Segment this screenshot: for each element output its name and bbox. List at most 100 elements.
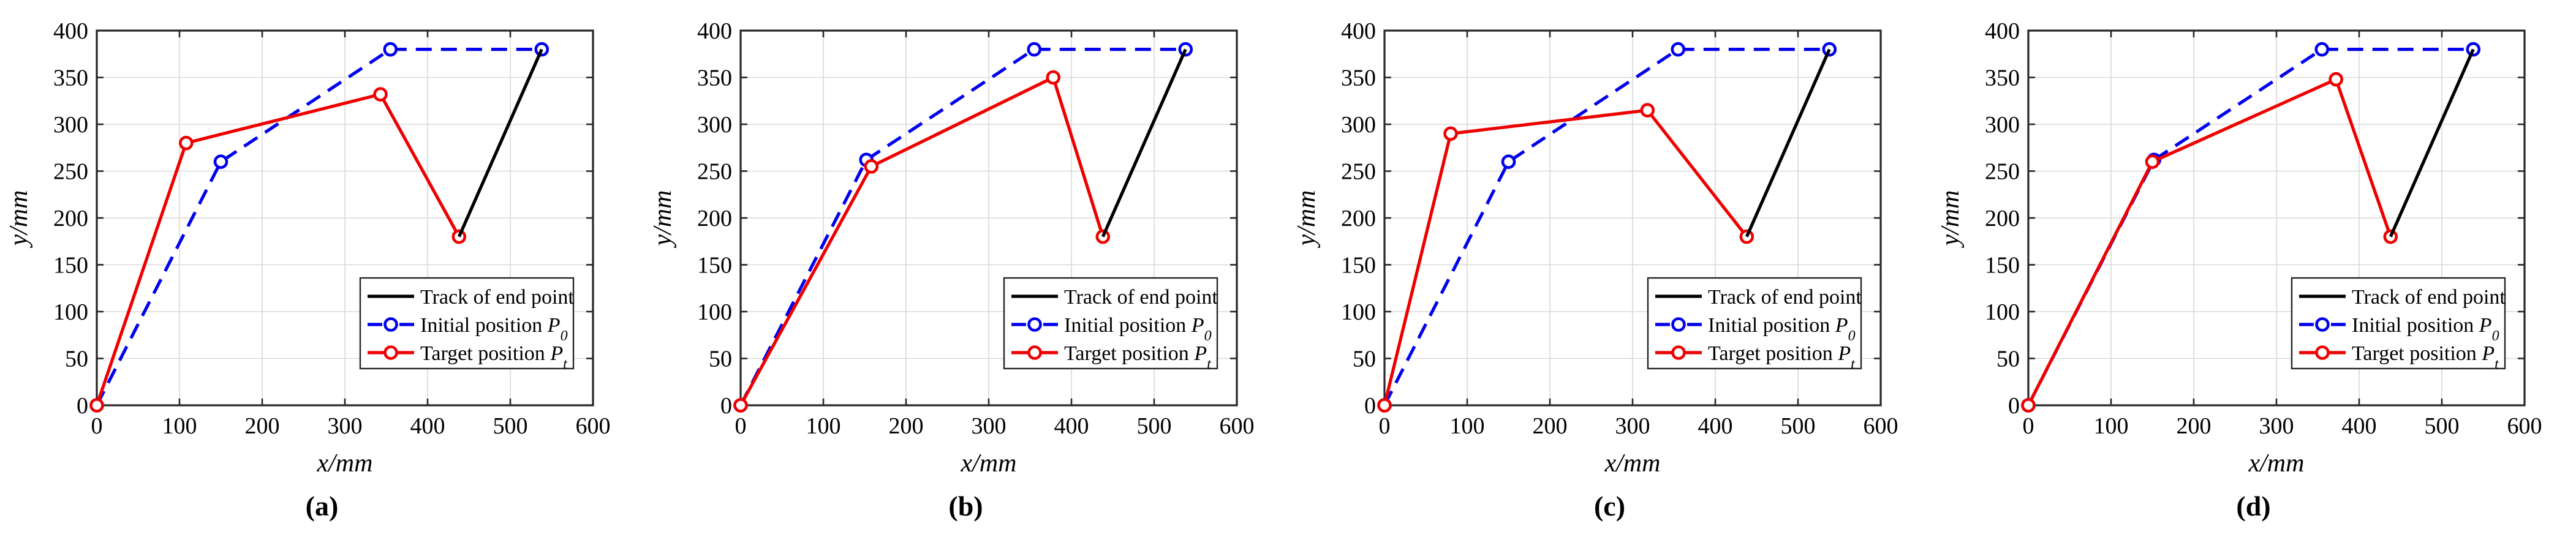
legend-marker [383,317,398,332]
y-tick-label: 100 [697,299,732,325]
x-tick-label: 200 [889,413,924,439]
y-tick-label: 300 [697,112,732,138]
data-point-marker [2329,72,2344,87]
data-point-marker [213,154,229,170]
y-axis-label: y/mm [5,190,33,249]
x-tick-label: 500 [493,413,528,439]
legend: Track of end point Initial position P0Tar… [1003,277,1218,372]
plot-area: 0 100 200 300 400 500 600 0 50 100 150 200 250 300 350… [1288,0,1932,551]
y-tick-label: 50 [1353,347,1376,372]
y-tick-label: 150 [1985,253,2020,279]
data-point-marker [2314,42,2330,57]
plot-area: 0 100 200 300 400 500 600 0 50 100 150 200 250 300 350… [644,0,1288,551]
x-tick-label: 0 [1379,413,1391,439]
legend-label: Initial position P0 [1064,314,1212,344]
data-point-marker [1501,154,1516,170]
y-axis-label: y/mm [649,190,677,249]
y-tick-label: 100 [1985,299,2020,325]
y-tick-label: 300 [1341,112,1376,138]
legend-label: Track of end point [1064,286,1218,309]
legend: Track of end point Initial position P0Tar… [2291,277,2506,372]
chart-panel-b: 0 100 200 300 400 500 600 0 50 100 150 200 250 300 350… [644,0,1288,551]
plot-area: 0 100 200 300 400 500 600 0 50 100 150 200 250 300 350… [0,0,644,551]
y-tick-label: 150 [1341,253,1376,279]
x-tick-label: 600 [2507,413,2542,439]
x-tick-label: 100 [806,413,841,439]
data-point-marker [1640,103,1655,118]
legend-marker [2315,345,2330,360]
data-point-marker [2145,154,2160,170]
x-tick-label: 0 [91,413,103,439]
y-tick-label: 200 [1985,206,2020,231]
panel-caption: (d) [2236,490,2271,522]
x-tick-label: 400 [410,413,445,439]
chart-panel-a: 0 100 200 300 400 500 600 0 50 100 150 200 250 300 350… [0,0,644,551]
x-axis-label: x/mm [1604,449,1661,478]
y-tick-label: 50 [65,347,88,372]
x-tick-label: 200 [1533,413,1568,439]
y-tick-label: 200 [1341,206,1376,231]
data-point-marker [178,135,194,151]
y-tick-label: 400 [1341,18,1376,44]
x-tick-label: 200 [2177,413,2212,439]
legend-label: Initial position P0 [1708,314,1856,344]
legend-marker [1027,317,1042,332]
legend-label: Initial position P0 [420,314,568,344]
data-point-marker [1822,42,1837,57]
series-target-position-pt [733,70,1111,413]
x-tick-label: 400 [1698,413,1733,439]
tick-labels: 0 100 200 300 400 500 600 0 50 100 150 200 250 300 350… [697,18,1255,439]
y-tick-label: 250 [1985,159,2020,185]
panel-caption: (a) [305,490,339,522]
x-tick-label: 0 [735,413,747,439]
data-point-marker [1027,42,1042,57]
legend-label: Target position Pt [1064,342,1212,372]
x-tick-label: 600 [1220,413,1255,439]
data-point-marker [1443,126,1458,141]
series-track-of-end-point [1745,48,1831,238]
y-tick-label: 0 [2008,393,2020,419]
x-axis-label: x/mm [961,449,1017,478]
y-tick-label: 300 [1985,112,2020,138]
y-tick-label: 0 [77,393,88,419]
series-track-of-end-point [1101,48,1187,238]
x-tick-label: 400 [1054,413,1089,439]
y-tick-label: 200 [697,206,732,231]
x-tick-label: 300 [1615,413,1650,439]
data-point-marker [1671,42,1686,57]
y-tick-label: 0 [720,393,732,419]
legend-label: Track of end point [1708,286,1862,309]
x-axis-label: x/mm [2248,449,2305,478]
chart-panel-c: 0 100 200 300 400 500 600 0 50 100 150 200 250 300 350… [1288,0,1932,551]
legend-label: Initial position P0 [2352,314,2499,344]
y-axis-label: y/mm [1293,190,1321,249]
data-point-marker [1046,70,1061,85]
series-track-of-end-point [2389,48,2475,238]
legend-label: Track of end point [2352,286,2506,309]
y-tick-label: 150 [53,253,88,279]
tick-labels: 0 100 200 300 400 500 600 0 50 100 150 200 250 300 350… [53,18,611,439]
y-tick-label: 350 [1341,66,1376,91]
y-tick-label: 250 [53,159,88,185]
data-point-marker [373,87,388,102]
data-point-marker [89,398,104,413]
y-tick-label: 250 [1341,159,1376,185]
data-point-marker [2466,42,2481,57]
panel-caption: (c) [1593,490,1626,522]
grid-lines [2028,31,2525,405]
y-tick-label: 350 [1985,66,2020,91]
x-tick-label: 300 [328,413,363,439]
x-tick-label: 400 [2342,413,2377,439]
x-tick-label: 600 [1864,413,1898,439]
series-target-position-pt [89,87,467,413]
x-tick-label: 100 [2094,413,2129,439]
x-tick-label: 600 [576,413,611,439]
legend-marker [1671,317,1686,332]
y-tick-label: 200 [53,206,88,231]
x-tick-label: 300 [972,413,1007,439]
panel-caption: (b) [948,490,983,522]
legend-label: Track of end point [420,286,574,309]
chart-panel-d: 0 100 200 300 400 500 600 0 50 100 150 200 250 300 350… [1932,0,2575,551]
y-tick-label: 400 [697,18,732,44]
